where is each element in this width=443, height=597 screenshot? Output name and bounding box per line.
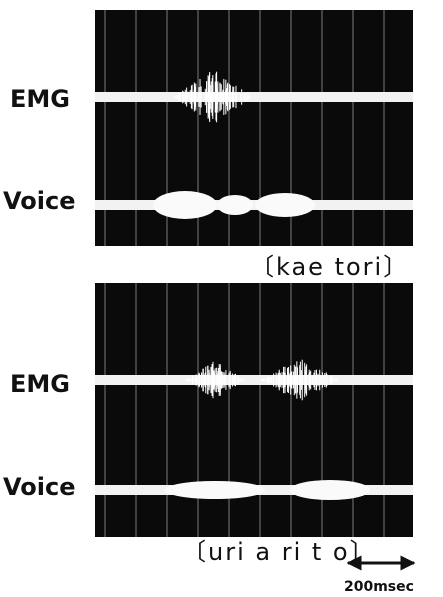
scope-panel <box>95 283 413 537</box>
scale-label: 200msec <box>344 579 414 595</box>
caption: 〔kae tori〕 <box>250 253 409 281</box>
voice-envelope <box>255 193 315 217</box>
caption: 〔uri a ri t o〕 <box>182 538 376 566</box>
scope-panel <box>95 10 413 246</box>
page: {"panels": [ {"traces": [{"label": "EMG"… <box>0 0 443 597</box>
voice-envelope <box>290 480 370 500</box>
voice-envelope <box>217 195 253 215</box>
figure: EMG Voice 〔kae tori〕 EMG Voice 〔uri a ri… <box>0 0 443 597</box>
baseline-trace <box>95 375 413 385</box>
baseline-trace <box>95 200 413 210</box>
trace-label: EMG <box>10 370 70 398</box>
trace-label: Voice <box>3 187 75 215</box>
voice-envelope <box>153 191 217 219</box>
body: EMG Voice 〔kae tori〕 EMG Voice 〔uri a ri… <box>0 0 443 597</box>
baseline-trace <box>95 92 413 102</box>
trace-label: Voice <box>3 473 75 501</box>
trace-label: EMG <box>10 85 70 113</box>
voice-envelope <box>165 481 265 499</box>
